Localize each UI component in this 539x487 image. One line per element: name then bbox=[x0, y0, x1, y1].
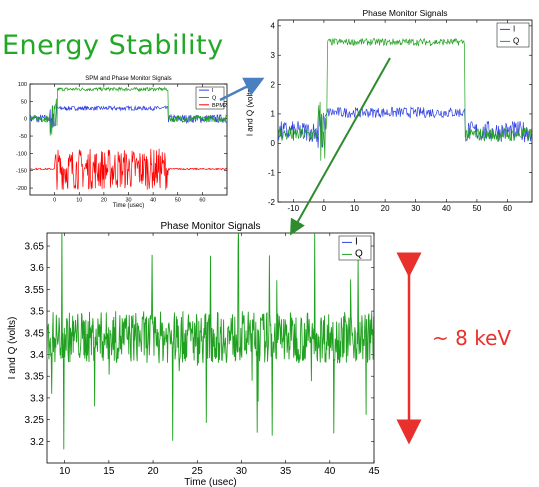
y-tick-label: 2 bbox=[271, 80, 276, 89]
legend-label: Q bbox=[355, 248, 363, 259]
x-tick-label: 20 bbox=[101, 198, 107, 204]
connector-arrow-blue bbox=[219, 77, 265, 102]
data-layer bbox=[30, 86, 227, 190]
x-tick-label: 10 bbox=[350, 204, 359, 213]
data-layer bbox=[278, 37, 532, 161]
chart-zoom: Phase Monitor Signals 10 15 20 25 30 35 40 45 3.6… bbox=[7, 221, 380, 487]
data-layer bbox=[47, 233, 374, 450]
x-tick-label: 40 bbox=[442, 204, 451, 213]
x-tick-label: 0 bbox=[53, 198, 56, 204]
x-axis-label: Time (usec) bbox=[113, 203, 144, 209]
x-tick-label: 25 bbox=[192, 466, 204, 477]
x-tick-label: 30 bbox=[236, 466, 248, 477]
y-tick-label: 3.2 bbox=[30, 437, 44, 448]
legend-label: BPM2 bbox=[212, 103, 227, 109]
y-tick-label: 3.5 bbox=[30, 307, 44, 318]
y-tick-label: 3.3 bbox=[30, 393, 44, 404]
chart-title: Phase Monitor Signals bbox=[160, 221, 260, 232]
x-tick-label: -10 bbox=[288, 204, 300, 213]
y-tick-label: -1 bbox=[268, 168, 276, 177]
x-tick-label: 20 bbox=[381, 204, 390, 213]
x-tick-label: 40 bbox=[150, 198, 156, 204]
chart-title: Phase Monitor Signals bbox=[362, 8, 447, 18]
series-line-q bbox=[278, 37, 532, 161]
x-tick-label: 60 bbox=[199, 198, 205, 204]
slide-title: Energy Stability bbox=[2, 30, 224, 61]
plot-area bbox=[277, 19, 533, 203]
chart-small: SPM and Phase Monitor Signals 0 10 20 30 40 50… bbox=[16, 76, 228, 209]
y-tick-label: 3.4 bbox=[30, 350, 44, 361]
y-tick-label: -100 bbox=[16, 151, 27, 157]
y-tick-label: 0 bbox=[24, 117, 27, 123]
y-tick-label: 3.25 bbox=[25, 415, 45, 426]
legend-label: I bbox=[212, 88, 214, 94]
y-tick-label: -2 bbox=[268, 198, 276, 207]
series-line-bpm2 bbox=[30, 148, 227, 190]
y-tick-label: 3 bbox=[271, 51, 276, 60]
series-line-i bbox=[30, 104, 227, 133]
x-tick-label: 10 bbox=[76, 198, 82, 204]
series-line-q bbox=[47, 233, 374, 450]
energy-annotation: ~ 8 keV bbox=[432, 326, 512, 350]
x-tick-label: 0 bbox=[322, 204, 327, 213]
x-tick-label: 40 bbox=[324, 466, 336, 477]
x-tick-label: 30 bbox=[125, 198, 131, 204]
y-tick-label: 1 bbox=[271, 110, 276, 119]
legend: IQ bbox=[338, 235, 372, 261]
y-tick-label: 3.35 bbox=[25, 372, 45, 383]
x-axis-label: Time (usec) bbox=[184, 477, 236, 487]
legend-box bbox=[496, 22, 530, 48]
x-tick-label: 10 bbox=[59, 466, 71, 477]
legend-label: I bbox=[355, 236, 358, 247]
x-tick-label: 50 bbox=[472, 204, 481, 213]
legend-label: I bbox=[513, 24, 515, 33]
chart-title: SPM and Phase Monitor Signals bbox=[85, 76, 171, 82]
x-tick-label: 30 bbox=[411, 204, 420, 213]
x-tick-label: 45 bbox=[368, 466, 380, 477]
series-line-q bbox=[30, 86, 227, 136]
legend-label: Q bbox=[513, 36, 519, 45]
y-tick-label: 100 bbox=[18, 82, 27, 88]
y-tick-label: -200 bbox=[16, 186, 27, 192]
x-tick-label: 20 bbox=[147, 466, 159, 477]
y-axis-label: I and Q (volts) bbox=[245, 86, 254, 137]
y-tick-label: 3.65 bbox=[25, 242, 45, 253]
legend-box bbox=[338, 235, 372, 261]
legend-label: Q bbox=[212, 95, 217, 101]
y-axis-label: I and Q (volts) bbox=[7, 317, 18, 380]
x-tick-label: 50 bbox=[175, 198, 181, 204]
connector-arrow-green bbox=[290, 57, 391, 236]
legend: IQ BPM2 bbox=[195, 86, 227, 110]
y-tick-label: 4 bbox=[271, 22, 276, 31]
y-tick-label: 50 bbox=[21, 99, 27, 105]
x-tick-label: 15 bbox=[103, 466, 115, 477]
chart-upper: Phase Monitor Signals-10 0 10 20 30 40 50 60432… bbox=[245, 8, 533, 213]
y-tick-label: 3.6 bbox=[30, 263, 44, 274]
y-tick-label: 3.45 bbox=[25, 328, 45, 339]
x-tick-label: 35 bbox=[280, 466, 292, 477]
y-tick-label: 0 bbox=[271, 139, 276, 148]
x-tick-label: 60 bbox=[503, 204, 512, 213]
y-tick-label: -150 bbox=[16, 169, 27, 175]
legend: IQ bbox=[496, 22, 530, 48]
y-tick-label: -50 bbox=[19, 134, 27, 140]
y-tick-label: 3.55 bbox=[25, 285, 45, 296]
